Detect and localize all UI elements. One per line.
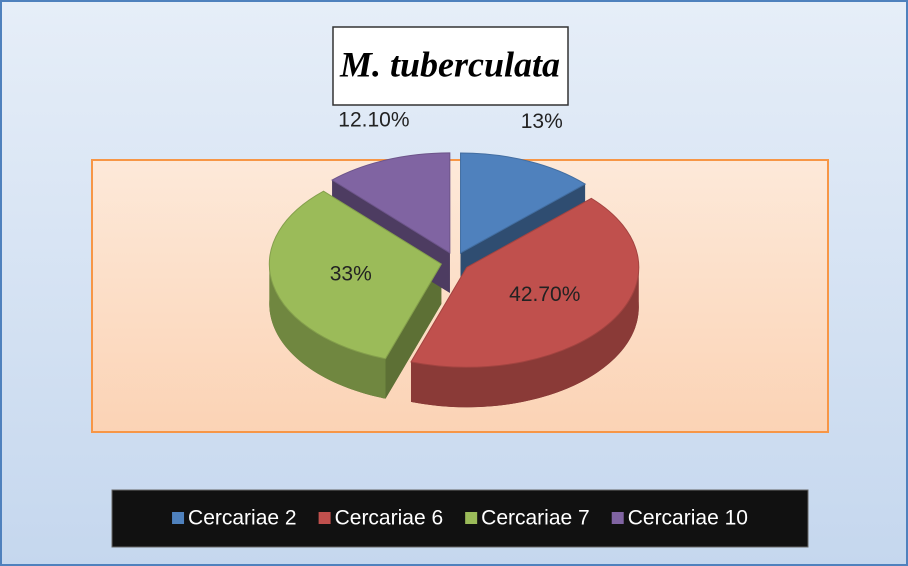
legend-label: Cercariae 6 xyxy=(335,507,444,530)
title-box xyxy=(332,26,569,106)
data-label: 12.10% xyxy=(338,109,409,132)
legend-swatch xyxy=(465,512,478,524)
legend-label: Cercariae 10 xyxy=(628,507,748,530)
slice xyxy=(460,152,587,254)
legend-label: Cercariae 2 xyxy=(188,507,297,530)
slice-face xyxy=(385,264,442,399)
legend-box xyxy=(111,489,809,548)
chart-title: M. tuberculata xyxy=(339,44,560,84)
data-label: 33% xyxy=(330,263,372,286)
legend: Cercariae 2 Cercariae 6 Cercariae 7 Cercari… xyxy=(172,507,748,530)
slice xyxy=(268,190,442,360)
slice xyxy=(331,152,451,254)
data-label: 42.70% xyxy=(509,283,580,306)
pie: 13% 42.70% 33% 12.10% xyxy=(268,109,640,408)
slice-side xyxy=(410,267,639,408)
slice xyxy=(410,197,640,368)
legend-swatch xyxy=(611,512,624,524)
legend-label: Cercariae 7 xyxy=(481,507,590,530)
data-label: 13% xyxy=(521,110,563,133)
legend-swatch xyxy=(318,512,331,524)
legend-swatch xyxy=(172,512,185,524)
slice-side xyxy=(269,264,386,399)
